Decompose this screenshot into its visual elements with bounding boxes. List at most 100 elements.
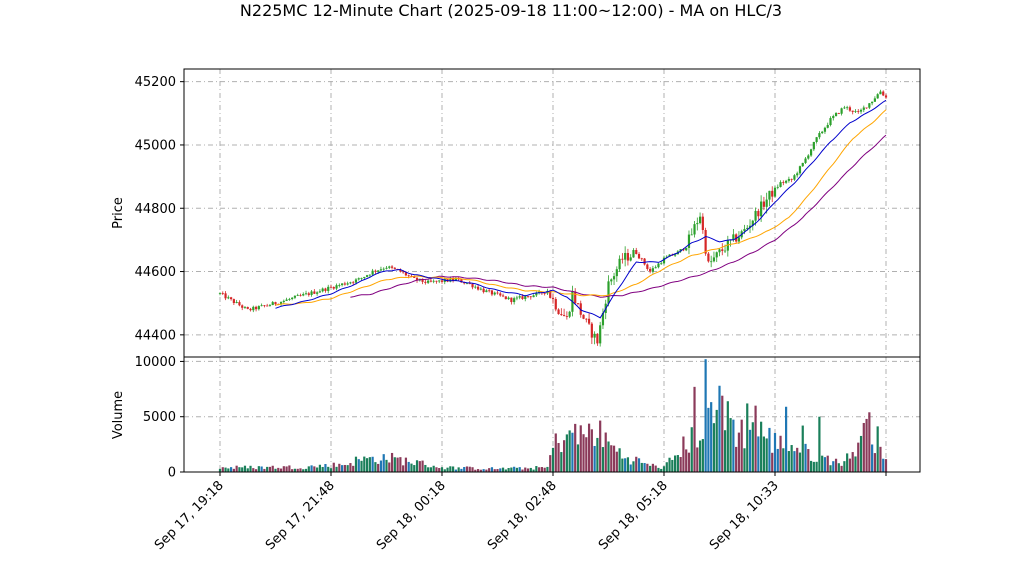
volume-bar-128 <box>574 423 577 472</box>
volume-bar-219 <box>826 455 829 472</box>
price-tick-label-0: 44400 <box>135 328 176 343</box>
candle-body-39 <box>327 286 330 291</box>
candle-body-89 <box>465 283 469 285</box>
volume-bar-216 <box>818 416 821 472</box>
candle-body-90 <box>468 283 471 285</box>
volume-bar-149 <box>632 461 635 472</box>
candle-body-121 <box>554 299 557 310</box>
volume-bar-133 <box>587 423 591 472</box>
candle-body-214 <box>812 141 815 150</box>
candle-body-182 <box>723 250 727 252</box>
candle-body-14 <box>257 306 260 310</box>
candle-body-133 <box>587 318 591 324</box>
candle-body-228 <box>851 110 854 112</box>
x-tick-label-3: Sep 18, 02:48 <box>485 478 560 553</box>
candle-body-105 <box>510 297 513 303</box>
candle-body-45 <box>343 283 346 285</box>
candle-body-78 <box>435 280 438 282</box>
volume-bar-38 <box>324 464 327 472</box>
volume-bar-171 <box>693 386 696 472</box>
volume-bar-112 <box>529 467 532 472</box>
volume-bar-160 <box>662 466 666 472</box>
candle-body-99 <box>493 292 496 295</box>
moving-averages <box>275 99 887 319</box>
candle-body-204 <box>785 180 788 183</box>
volume-bar-185 <box>732 419 735 472</box>
volume-bar-95 <box>482 469 485 472</box>
candle-body-35 <box>316 292 319 294</box>
volume-bar-111 <box>526 468 530 472</box>
volume-bar-19 <box>271 465 274 472</box>
candle-body-75 <box>427 280 430 283</box>
volume-tick-label-0: 0 <box>168 466 176 481</box>
volume-bar-158 <box>657 467 660 472</box>
volume-bar-159 <box>660 468 663 472</box>
candle-body-63 <box>393 267 396 269</box>
volume-bar-206 <box>790 445 793 472</box>
candle-body-125 <box>565 316 568 317</box>
volume-bar-3 <box>227 468 230 472</box>
volume-bar-55 <box>371 456 374 472</box>
candle-body-59 <box>382 268 385 270</box>
volume-bar-236 <box>873 453 876 472</box>
candle-body-158 <box>657 263 660 268</box>
candle-body-122 <box>557 309 560 315</box>
price-candles <box>218 89 888 347</box>
volume-bar-61 <box>388 462 391 472</box>
candle-body-58 <box>379 269 383 271</box>
ma-long-line <box>350 134 887 298</box>
volume-bars <box>218 359 888 472</box>
candle-body-52 <box>363 276 366 278</box>
volume-bar-183 <box>726 401 729 472</box>
volume-bar-79 <box>438 468 441 472</box>
volume-bar-200 <box>773 432 777 472</box>
volume-bar-233 <box>865 418 868 472</box>
candle-body-220 <box>829 118 832 125</box>
chart-title: N225MC 12-Minute Chart (2025-09-18 11:00… <box>240 1 782 20</box>
candle-body-95 <box>482 288 485 293</box>
candle-body-27 <box>293 295 297 298</box>
candle-body-229 <box>854 111 857 112</box>
candle-body-38 <box>324 288 327 291</box>
volume-bar-226 <box>846 453 849 472</box>
candle-body-232 <box>862 107 865 110</box>
volume-bar-21 <box>277 467 280 472</box>
candle-body-219 <box>826 124 829 128</box>
candle-body-100 <box>496 292 499 294</box>
volume-bar-218 <box>823 457 827 472</box>
volume-bar-217 <box>821 455 824 472</box>
volume-bar-139 <box>604 432 607 472</box>
candle-body-7 <box>238 302 241 306</box>
candle-body-166 <box>679 249 682 252</box>
candle-body-213 <box>809 149 813 156</box>
candle-body-153 <box>643 258 646 265</box>
candle-body-175 <box>704 229 707 254</box>
candle-body-128 <box>574 291 577 304</box>
volume-bar-63 <box>393 457 396 472</box>
volume-bar-72 <box>418 461 421 472</box>
volume-bar-15 <box>260 466 263 472</box>
volume-bar-109 <box>521 469 524 472</box>
candle-body-71 <box>415 277 419 281</box>
candle-body-88 <box>463 282 466 284</box>
candle-body-135 <box>593 333 596 338</box>
volume-bar-204 <box>785 406 788 472</box>
volume-bar-125 <box>565 434 568 472</box>
candle-body-210 <box>801 162 804 167</box>
volume-bar-30 <box>302 469 305 472</box>
volume-bar-238 <box>879 446 882 472</box>
candle-body-11 <box>249 308 252 311</box>
candle-body-46 <box>346 283 349 285</box>
volume-bar-67 <box>404 457 408 472</box>
volume-bar-16 <box>263 468 266 472</box>
candle-body-123 <box>560 314 563 316</box>
volume-bar-6 <box>235 465 238 472</box>
candle-body-218 <box>823 127 827 132</box>
volume-bar-10 <box>246 468 249 472</box>
volume-tick-label-2: 10000 <box>135 355 176 370</box>
candle-body-198 <box>768 190 771 200</box>
candle-body-143 <box>615 269 618 277</box>
volume-bar-92 <box>474 469 477 472</box>
ma-mid-line <box>275 109 887 306</box>
candle-body-96 <box>485 290 488 293</box>
